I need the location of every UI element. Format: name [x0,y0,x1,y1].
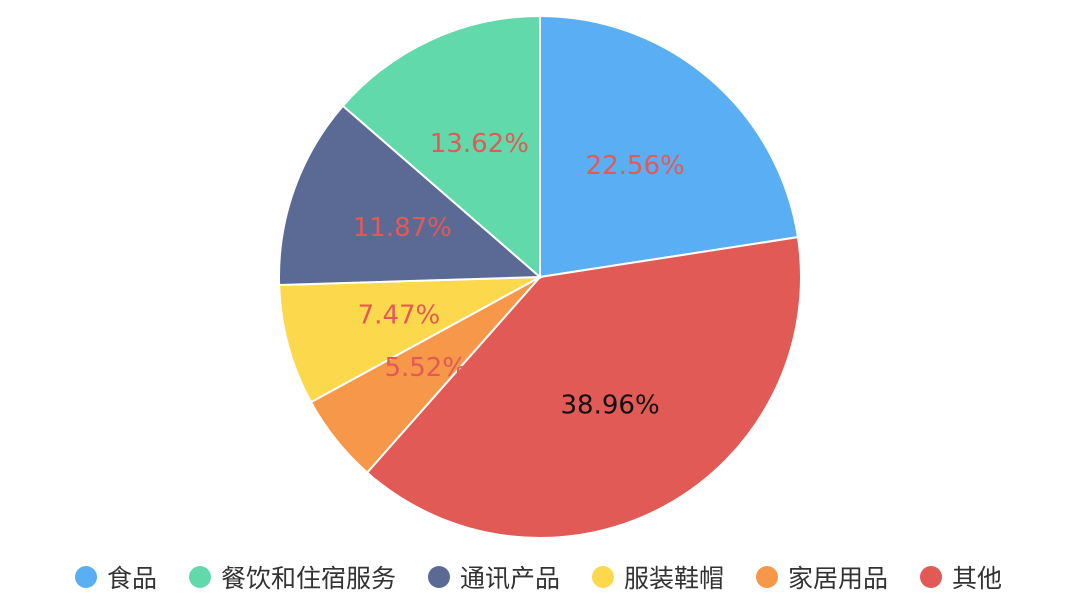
pie-slice-label-6: 13.62% [430,129,529,159]
legend-dot-icon [592,566,614,588]
legend-item-4[interactable]: 服装鞋帽 [592,559,724,595]
chart-legend: 食品 餐饮和住宿服务 通讯产品 服装鞋帽 家居用品 其他 [0,557,1077,597]
legend-item-1[interactable]: 食品 [74,559,157,595]
pie-slice-6 [341,14,541,280]
pie-slice-label-3: 5.52% [384,353,467,383]
legend-dot-icon [920,566,943,588]
legend-dot-icon [427,566,450,588]
legend-item-5[interactable]: 家居用品 [756,559,888,595]
legend-item-3[interactable]: 通讯产品 [427,559,560,595]
legend-item-2[interactable]: 餐饮和住宿服务 [188,559,396,595]
legend-item-6[interactable]: 其他 [920,559,1002,595]
legend-dot-icon [756,566,779,588]
legend-dot-icon [188,566,211,588]
legend-label: 食品 [106,564,157,593]
pie-slice-labels: 22.56% 38.96% 5.52% 7.47% 11.87% 13.62% [353,129,685,420]
legend-dot-icon [74,566,97,588]
legend-label: 家居用品 [788,564,889,593]
pie-slice-2 [365,236,802,539]
legend-label: 通讯产品 [459,564,560,593]
pie-slice-4 [278,276,541,404]
legend-label: 服装鞋帽 [624,564,725,593]
pie-slice-1 [539,14,800,279]
legend-label: 其他 [952,564,1003,593]
pie-slice-label-5: 11.87% [353,213,452,243]
pie-slice-label-4: 7.47% [358,300,441,330]
legend-label: 餐饮和住宿服务 [220,564,396,593]
pie-slice-5 [278,104,543,287]
pie-slices [278,14,802,539]
pie-slice-label-2: 38.96% [561,390,660,420]
pie-slice-label-1: 22.56% [586,151,685,181]
